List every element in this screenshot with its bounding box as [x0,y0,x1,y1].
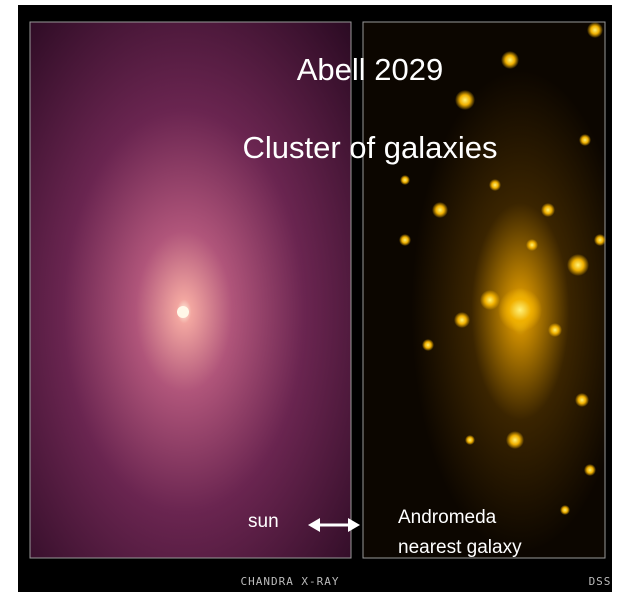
title: Abell 2029 [297,52,444,87]
credit: DSS [589,575,612,588]
nearest-label: nearest galaxy [398,537,522,558]
xray-panel [29,21,352,559]
sun-label: sun [248,511,279,532]
andromeda-label: Andromeda [398,507,497,528]
stars [399,22,606,515]
optical-panel [362,21,606,559]
arrow [308,518,360,532]
credit: CHANDRA X-RAY [240,575,339,588]
subtitle: Cluster of galaxies [242,130,497,165]
core [177,306,189,318]
